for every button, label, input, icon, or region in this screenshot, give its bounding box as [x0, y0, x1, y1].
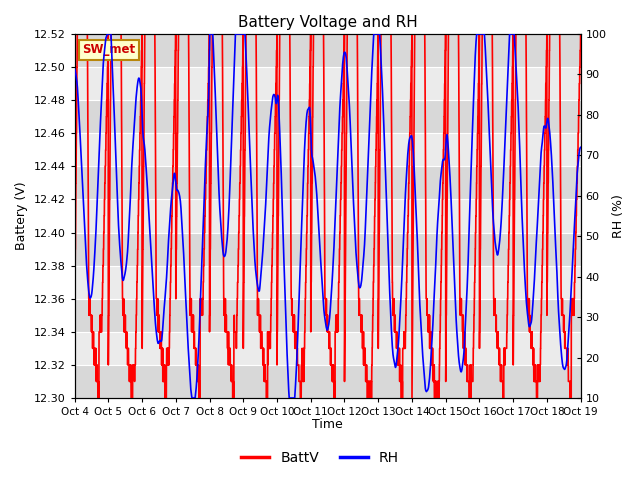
Bar — [75, 67, 580, 100]
Bar — [75, 34, 580, 67]
Bar — [75, 232, 580, 265]
Bar — [75, 332, 580, 365]
Legend: BattV, RH: BattV, RH — [236, 445, 404, 471]
Bar — [75, 199, 580, 232]
X-axis label: Time: Time — [312, 419, 343, 432]
Bar — [75, 365, 580, 398]
Bar — [75, 299, 580, 332]
Title: Battery Voltage and RH: Battery Voltage and RH — [237, 15, 417, 30]
Text: SW_met: SW_met — [82, 43, 135, 56]
Y-axis label: Battery (V): Battery (V) — [15, 181, 28, 250]
Bar — [75, 167, 580, 199]
Y-axis label: RH (%): RH (%) — [612, 194, 625, 238]
Bar — [75, 265, 580, 299]
Bar — [75, 133, 580, 167]
Bar — [75, 100, 580, 133]
